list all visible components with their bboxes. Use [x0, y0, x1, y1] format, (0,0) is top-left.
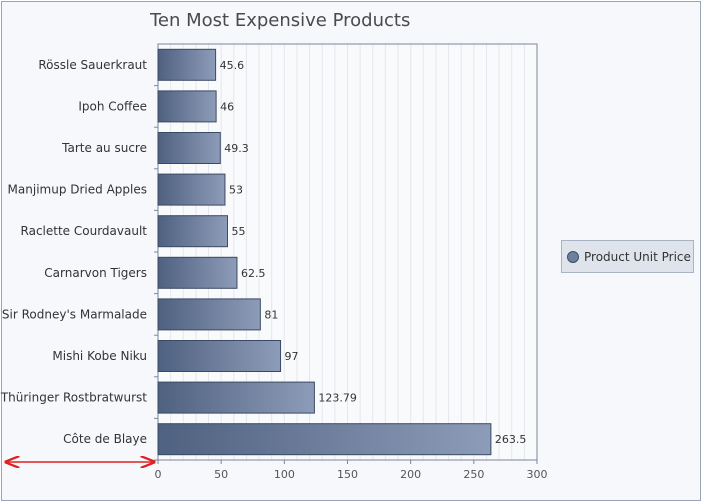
bar	[157, 215, 228, 248]
value-label: 45.6	[220, 59, 245, 72]
value-label: 49.3	[224, 142, 249, 155]
category-label: Sir Rodney's Marmalade	[2, 307, 147, 321]
value-label: 263.5	[495, 433, 526, 446]
category-label: Carnarvon Tigers	[44, 266, 147, 280]
value-label: 55	[231, 225, 245, 238]
bar	[157, 340, 282, 372]
category-label: Côte de Blaye	[63, 432, 147, 446]
value-label: 53	[229, 184, 243, 197]
x-tick-label: 150	[337, 468, 358, 481]
x-tick-label: 200	[400, 468, 421, 481]
x-tick-label: 100	[274, 468, 295, 481]
legend-label: Product Unit Price	[584, 249, 691, 264]
bar	[157, 423, 492, 456]
x-tick-label: 50	[214, 468, 228, 481]
value-label: 123.79	[318, 392, 357, 405]
value-label: 81	[264, 308, 278, 321]
category-label: Thüringer Rostbratwurst	[0, 391, 147, 405]
x-tick-label: 250	[463, 468, 484, 481]
category-label: Mishi Kobe Niku	[52, 349, 147, 363]
bar	[157, 256, 238, 289]
bar	[157, 132, 221, 164]
value-label: 97	[285, 350, 299, 363]
category-label: Manjimup Dried Apples	[8, 183, 147, 197]
bar	[157, 381, 315, 414]
chart-title: Ten Most Expensive Products	[150, 10, 411, 31]
bar	[157, 90, 217, 123]
bar	[157, 173, 226, 206]
x-tick-label: 0	[155, 468, 162, 481]
value-label: 46	[220, 100, 234, 113]
bar	[157, 48, 217, 81]
category-label: Rössle Sauerkraut	[38, 58, 147, 72]
bar	[157, 298, 261, 331]
category-label: Tarte au sucre	[61, 141, 147, 155]
category-label: Ipoh Coffee	[78, 99, 147, 113]
legend-marker-icon	[567, 250, 579, 263]
legend: Product Unit Price	[561, 240, 694, 273]
value-label: 62.5	[241, 267, 265, 280]
x-tick-label: 300	[527, 468, 548, 481]
category-label: Raclette Courdavault	[21, 224, 148, 238]
